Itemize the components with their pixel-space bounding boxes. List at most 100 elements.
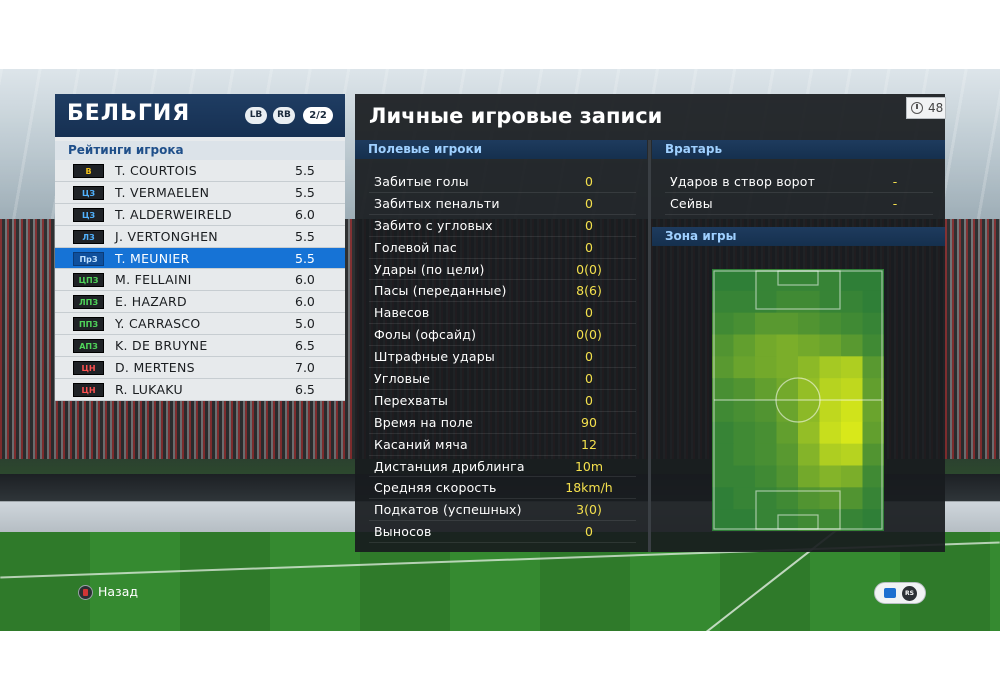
stat-row: Сейвы - <box>665 193 933 215</box>
heatmap-cell <box>798 290 820 314</box>
stat-label: Голевой пас <box>374 239 457 255</box>
player-row[interactable]: ЦН D. MERTENS 7.0 <box>55 357 345 379</box>
heatmap-cell <box>819 269 842 292</box>
heatmap-cell <box>755 421 777 445</box>
heatmap-cell <box>819 400 842 423</box>
back-label: Назад <box>98 584 139 599</box>
player-name: R. LUKAKU <box>115 381 183 397</box>
heatmap-cell <box>712 509 734 531</box>
field-stats-list: Забитые голы 0 Забитых пенальти 0 Забито с у… <box>369 171 636 544</box>
heatmap-cell <box>755 269 777 292</box>
player-row[interactable]: ЦЗ T. VERMAELEN 5.5 <box>55 182 345 204</box>
heatmap-cell <box>712 465 734 488</box>
player-rating: 6.5 <box>295 338 315 354</box>
heatmap-cell <box>712 421 734 445</box>
player-row[interactable]: ЛЗ J. VERTONGHEN 5.5 <box>55 226 345 248</box>
player-row[interactable]: ЦПЗ M. FELLAINI 6.0 <box>55 269 345 292</box>
heatmap-cell <box>733 465 756 488</box>
stat-row: Забитые голы 0 <box>369 171 636 193</box>
player-name: D. MERTENS <box>115 360 195 376</box>
heatmap-cell <box>755 509 777 531</box>
stat-value: 90 <box>581 414 597 430</box>
player-rating: 6.0 <box>295 272 315 288</box>
lb-button[interactable]: LB <box>245 107 267 124</box>
stat-label: Дистанция дриблинга <box>374 458 525 474</box>
heatmap-cell <box>862 312 884 335</box>
heatmap-cell <box>755 443 777 466</box>
player-row[interactable]: ЛПЗ E. HAZARD 6.0 <box>55 291 345 314</box>
heatmap-cell <box>841 421 863 445</box>
player-name: M. FELLAINI <box>115 272 192 288</box>
pitch-marking <box>777 270 819 286</box>
heatmap-cell <box>841 378 863 401</box>
position-badge: ЛЗ <box>73 229 104 244</box>
field-players-section-header: Полевые игроки <box>355 140 647 159</box>
stat-label: Пасы (переданные) <box>374 283 507 299</box>
heatmap-cell <box>819 443 842 466</box>
player-rating: 6.0 <box>295 206 315 222</box>
timer-value: 48 <box>928 101 944 115</box>
stat-value: 0 <box>585 349 593 365</box>
stat-label: Касаний мяча <box>374 436 468 452</box>
player-rating: 5.5 <box>295 163 315 178</box>
heatmap-cell <box>798 443 820 466</box>
stat-label: Забито с угловых <box>374 217 493 233</box>
heatmap-cell <box>755 378 777 401</box>
player-name: J. VERTONGHEN <box>115 228 218 244</box>
stat-value: 0 <box>585 174 593 189</box>
heatmap-cell <box>798 312 820 335</box>
stat-value: 8(6) <box>576 283 602 299</box>
position-badge: ЛПЗ <box>73 295 104 310</box>
player-row[interactable]: ППЗ Y. CARRASCO 5.0 <box>55 313 345 336</box>
heatmap-cell <box>841 290 863 314</box>
heatmap-cell <box>776 378 799 401</box>
heatmap-cell <box>841 312 863 335</box>
stat-row: Голевой пас 0 <box>369 237 636 259</box>
position-badge: ЦПЗ <box>73 273 104 288</box>
player-row[interactable]: ПрЗ T. MEUNIER 5.5 <box>55 247 345 270</box>
heatmap-cell <box>798 465 820 488</box>
chat-icon <box>884 588 896 598</box>
heatmap-cell <box>776 269 799 292</box>
heatmap-cell <box>819 487 842 510</box>
player-row[interactable]: АПЗ K. DE BRUYNE 6.5 <box>55 335 345 358</box>
position-badge: ПрЗ <box>73 251 104 266</box>
heatmap-cell <box>798 334 820 357</box>
stat-label: Время на поле <box>374 414 474 430</box>
heatmap-cell <box>819 356 842 379</box>
heatmap-cell <box>712 269 734 292</box>
player-row[interactable]: ЦН R. LUKAKU 6.5 <box>55 379 345 401</box>
player-name: T. VERMAELEN <box>115 184 210 200</box>
heatmap-cell <box>819 465 842 488</box>
player-rating: 5.5 <box>295 184 315 200</box>
heatmap-cell <box>755 356 777 379</box>
stat-value: - <box>892 174 898 189</box>
heatmap-cell <box>862 400 884 423</box>
stat-value: 0 <box>585 239 593 255</box>
heatmap-cell <box>841 334 863 357</box>
heatmap-cell <box>776 443 799 466</box>
heatmap-cell <box>819 334 842 357</box>
pitch-marking <box>777 514 819 530</box>
heatmap-cell <box>712 400 734 423</box>
stat-value: - <box>892 195 898 211</box>
stat-value: 0 <box>585 195 593 211</box>
heatmap-cell <box>862 334 884 357</box>
heatmap-cell <box>862 269 884 292</box>
heatmap-cell <box>776 400 799 423</box>
stat-row: Навесов 0 <box>369 302 636 325</box>
player-row[interactable]: В T. COURTOIS 5.5 <box>55 160 345 182</box>
heatmap-cell <box>841 487 863 510</box>
rb-button[interactable]: RB <box>273 107 295 124</box>
stat-label: Ударов в створ ворот <box>670 174 816 189</box>
player-name: K. DE BRUYNE <box>115 338 208 354</box>
player-row[interactable]: ЦЗ T. ALDERWEIRELD 6.0 <box>55 204 345 226</box>
position-badge: ЦЗ <box>73 207 104 222</box>
player-name: T. MEUNIER <box>115 250 190 266</box>
stat-row: Удары (по цели) 0(0) <box>369 259 636 281</box>
heatmap-cell <box>862 443 884 466</box>
stat-label: Забитые голы <box>374 174 469 189</box>
chat-button[interactable]: RS <box>874 582 926 604</box>
stat-value: 18km/h <box>565 480 613 496</box>
stat-value: 12 <box>581 436 597 452</box>
